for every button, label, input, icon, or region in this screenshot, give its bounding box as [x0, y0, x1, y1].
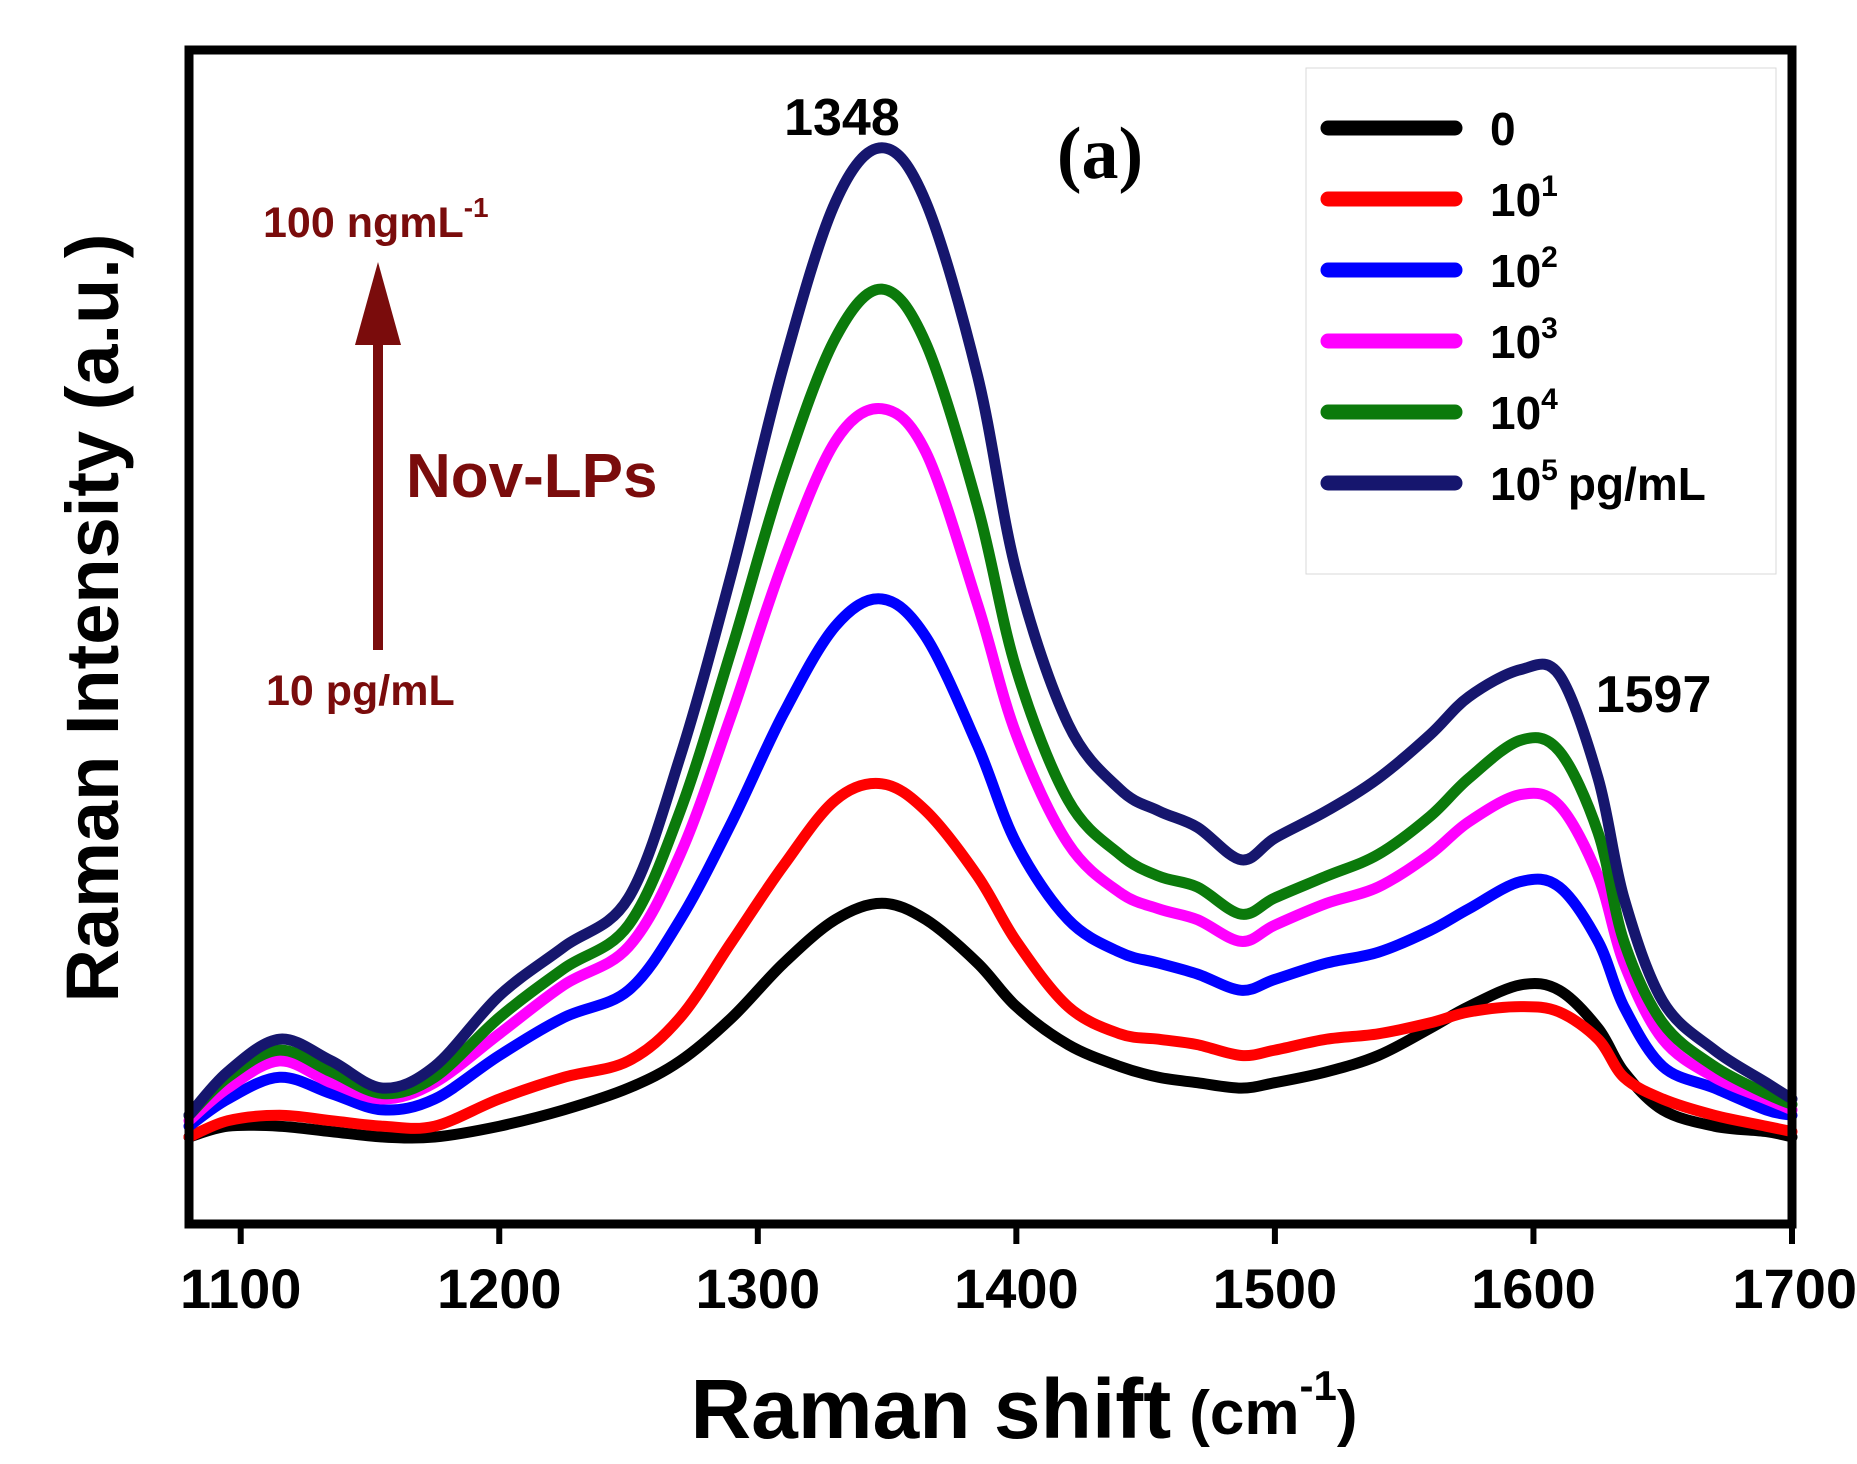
x-tick-label-1700: 1700 [1732, 1257, 1857, 1320]
series-line-2 [183, 593, 1798, 1132]
arrow-top-label: 100 ngmL-1 [263, 192, 489, 247]
arrow-middle-label: Nov-LPs [406, 442, 657, 511]
legend: 0 101 102 103 104 105 pg/mL [1305, 67, 1777, 575]
legend-label-0: 0 [1490, 103, 1516, 155]
x-tick-label-1100: 1100 [180, 1257, 302, 1320]
legend-label-2: 102 [1490, 241, 1558, 297]
spectrum-curves [183, 142, 1798, 1144]
legend-label-5: 105 pg/mL [1490, 454, 1706, 510]
x-tick-label-1500: 1500 [1213, 1257, 1338, 1320]
peak-label-1348: 1348 [784, 89, 900, 147]
legend-label-4: 104 [1490, 383, 1558, 439]
peak-label-1597: 1597 [1596, 666, 1712, 724]
x-tick-label-1400: 1400 [954, 1257, 1079, 1320]
series-line-1 [183, 777, 1798, 1143]
concentration-arrow [355, 262, 401, 650]
arrow-bottom-label: 10 pg/mL [266, 667, 455, 715]
legend-label-1: 101 [1490, 170, 1558, 226]
arrow-head-icon [355, 262, 401, 345]
x-tick-label-1200: 1200 [437, 1257, 562, 1320]
x-tick-label-1600: 1600 [1471, 1257, 1596, 1320]
legend-label-3: 103 [1490, 312, 1558, 368]
panel-label: (a) [1057, 113, 1143, 195]
x-tick-label-1300: 1300 [696, 1257, 821, 1320]
plot-frame [184, 45, 1797, 1229]
series-line-4 [183, 283, 1798, 1121]
series-line-5 [183, 142, 1798, 1121]
series-line-3 [183, 403, 1798, 1127]
series-line-0 [183, 897, 1798, 1144]
x-axis-label: Raman shift (cm-1) [690, 1362, 1357, 1456]
x-axis-ticks: 1100 1200 1300 1400 1500 1600 1700 [180, 1224, 1857, 1320]
y-axis-label: Raman Intensity (a.u.) [51, 234, 134, 1003]
